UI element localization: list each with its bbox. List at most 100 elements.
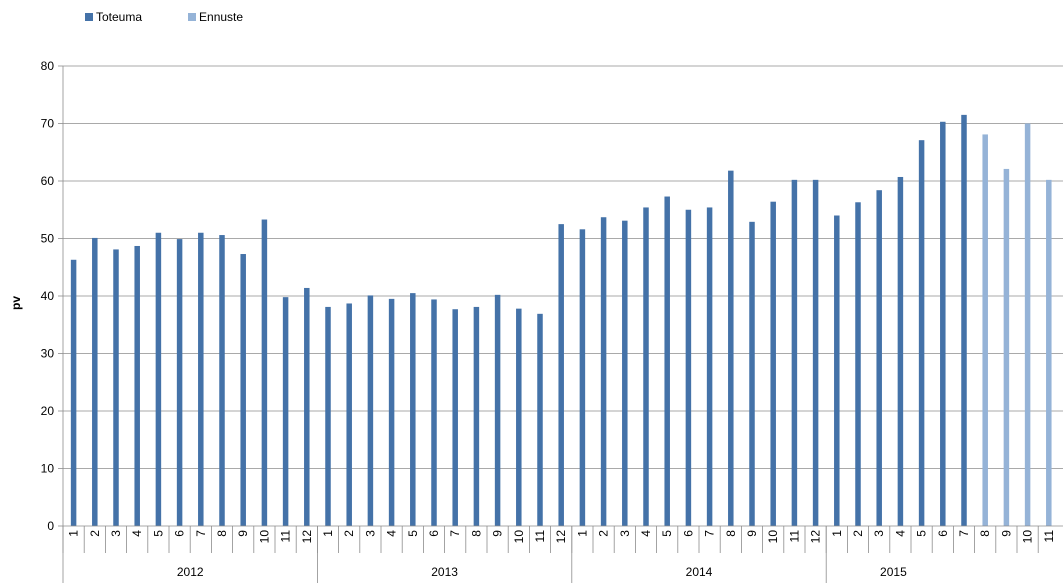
bar-toteuma — [600, 217, 607, 526]
legend-swatch-toteuma — [85, 13, 93, 21]
x-tick-label: 10 — [257, 530, 271, 544]
bar-ennuste — [1003, 168, 1010, 527]
y-tick-label: 40 — [41, 289, 55, 303]
x-tick-label: 4 — [130, 530, 144, 537]
bar-toteuma — [918, 140, 925, 527]
x-tick-label: 5 — [406, 530, 420, 537]
x-tick-label: 8 — [215, 530, 229, 537]
x-tick-label: 6 — [173, 530, 187, 537]
year-label: 2015 — [880, 565, 907, 579]
x-tick-label: 4 — [385, 530, 399, 537]
bar-ennuste — [982, 134, 988, 527]
bar-toteuma — [494, 294, 501, 526]
bar-toteuma — [70, 259, 77, 526]
bar-ennuste — [1046, 179, 1052, 526]
bar-toteuma — [728, 170, 734, 526]
bar-toteuma — [940, 121, 946, 527]
x-tick-label: 11 — [787, 530, 801, 543]
x-tick-label: 2 — [597, 530, 611, 537]
bar-toteuma — [834, 215, 840, 526]
bar-toteuma — [749, 221, 755, 526]
year-label: 2014 — [686, 565, 713, 579]
bar-toteuma — [431, 299, 437, 526]
x-tick-label: 1 — [321, 530, 335, 537]
x-tick-label: 10 — [1021, 530, 1035, 544]
legend-label-toteuma: Toteuma — [96, 10, 143, 24]
x-tick-label: 3 — [109, 530, 123, 537]
x-tick-label: 8 — [978, 530, 992, 537]
bar-toteuma — [876, 190, 882, 526]
year-label: 2012 — [177, 565, 204, 579]
bar-toteuma — [219, 235, 225, 527]
bar-toteuma — [812, 179, 819, 526]
bar-toteuma — [325, 306, 331, 526]
bar-toteuma — [304, 287, 310, 526]
bar-toteuma — [706, 207, 713, 526]
bar-toteuma — [367, 295, 374, 526]
x-tick-label: 10 — [766, 530, 780, 544]
x-tick-label: 7 — [957, 530, 971, 537]
bar-toteuma — [240, 254, 246, 526]
bar-toteuma — [516, 308, 522, 526]
bar-toteuma — [134, 245, 140, 526]
y-tick-label: 80 — [41, 59, 55, 73]
bar-toteuma — [155, 232, 162, 526]
x-tick-label: 5 — [660, 530, 674, 537]
x-tick-label: 12 — [809, 530, 823, 544]
bar-toteuma — [685, 209, 692, 526]
x-tick-label: 5 — [151, 530, 165, 537]
bar-toteuma — [537, 313, 543, 526]
x-tick-label: 5 — [915, 530, 929, 537]
x-tick-label: 2 — [88, 530, 102, 537]
y-tick-label: 50 — [41, 232, 55, 246]
x-tick-label: 2 — [851, 530, 865, 537]
bar-toteuma — [643, 207, 649, 526]
bar-toteuma — [622, 220, 628, 527]
x-tick-label: 4 — [893, 530, 907, 537]
x-tick-label: 12 — [300, 530, 314, 544]
year-label: 2013 — [431, 565, 458, 579]
bar-toteuma — [113, 249, 119, 527]
y-tick-label: 70 — [41, 117, 55, 131]
x-tick-label: 6 — [681, 530, 695, 537]
bar-toteuma — [961, 114, 967, 526]
y-tick-label: 0 — [47, 519, 54, 533]
bar-toteuma — [176, 239, 183, 526]
x-tick-label: 6 — [936, 530, 950, 537]
x-tick-label: 10 — [512, 530, 526, 544]
x-tick-label: 9 — [999, 530, 1013, 537]
x-tick-label: 6 — [427, 530, 441, 537]
x-tick-label: 3 — [872, 530, 886, 537]
x-tick-label: 12 — [554, 530, 568, 544]
bar-toteuma — [579, 229, 586, 527]
x-tick-label: 8 — [724, 530, 738, 537]
bar-toteuma — [558, 224, 564, 526]
bar-toteuma — [770, 201, 776, 526]
bar-toteuma — [410, 293, 416, 526]
bar-toteuma — [452, 309, 458, 526]
x-tick-label: 1 — [830, 530, 844, 537]
legend-item-toteuma: Toteuma — [85, 10, 142, 24]
x-tick-label: 11 — [279, 530, 293, 543]
y-tick-label: 20 — [41, 404, 55, 418]
x-tick-label: 8 — [469, 530, 483, 537]
y-tick-label: 30 — [41, 347, 55, 361]
bar-toteuma — [92, 237, 98, 527]
bar-toteuma — [664, 196, 670, 526]
bar-toteuma — [897, 176, 904, 526]
bar-toteuma — [198, 232, 204, 526]
legend: Toteuma Ennuste — [85, 10, 243, 24]
x-tick-label: 3 — [618, 530, 632, 537]
x-tick-label: 11 — [1042, 530, 1056, 543]
x-tick-label: 4 — [639, 530, 653, 537]
x-tick-label: 9 — [236, 530, 250, 537]
x-tick-label: 9 — [491, 530, 505, 537]
bar-toteuma — [282, 297, 289, 526]
bar-toteuma — [855, 202, 861, 526]
x-tick-label: 1 — [67, 530, 81, 537]
x-tick-label: 2 — [342, 530, 356, 537]
bar-toteuma — [791, 179, 798, 526]
legend-item-ennuste: Ennuste — [188, 10, 243, 24]
